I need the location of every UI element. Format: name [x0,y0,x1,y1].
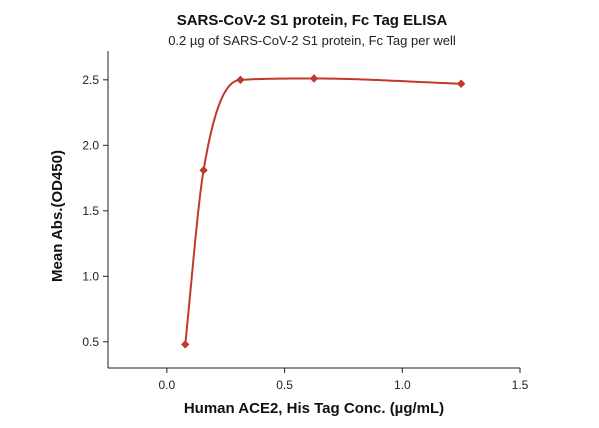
fit-curve [184,77,462,345]
x-ticks: 0.0 0.5 1.0 1.5 [159,368,529,392]
data-point [199,166,208,175]
data-point [456,79,466,88]
y-axis-label: Mean Abs.(OD450) [49,150,66,282]
chart-subtitle: 0.2 µg of SARS-CoV-2 S1 protein, Fc Tag … [168,33,456,48]
y-tick-label: 1.5 [82,204,99,218]
x-axis-label: Human ACE2, His Tag Conc. (µg/mL) [184,400,444,417]
y-tick-label: 0.5 [82,335,99,349]
x-tick-label: 1.0 [394,378,411,392]
chart-title: SARS-CoV-2 S1 protein, Fc Tag ELISA [177,12,448,29]
y-tick-label: 1.0 [82,269,99,283]
x-tick-label: 1.5 [512,378,529,392]
x-tick-label: 0.0 [159,378,176,392]
y-tick-label: 2.5 [82,73,99,87]
data-points [181,74,466,349]
data-point [236,75,245,85]
y-tick-label: 2.0 [82,138,99,152]
data-point [309,74,319,83]
x-tick-label: 0.5 [276,378,293,392]
data-point [181,340,190,349]
y-ticks: 0.5 1.0 1.5 2.0 2.5 [82,73,108,349]
